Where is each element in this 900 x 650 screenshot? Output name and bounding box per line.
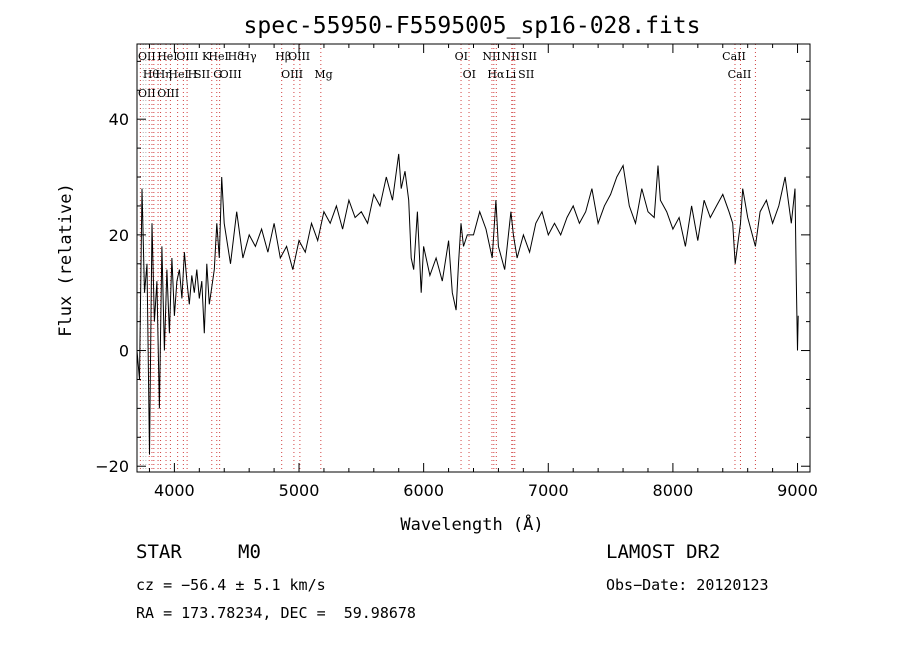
x-tick-label: 9000: [777, 481, 818, 500]
reference-line-label: OIII: [220, 68, 242, 81]
reference-line-label: NII: [502, 50, 520, 63]
reference-line-label: OIII: [288, 50, 310, 63]
x-tick-label: 5000: [279, 481, 320, 500]
reference-line-label: Hβ: [275, 50, 291, 63]
reference-line-label: Hδ: [228, 50, 245, 63]
reference-line-label: Hγ: [240, 50, 257, 63]
reference-lines: [139, 44, 756, 472]
reference-line-label: HeI: [157, 50, 177, 63]
reference-line-label: Hη: [156, 68, 172, 81]
reference-line-label: Mg: [314, 68, 332, 81]
reference-line-label: Li: [505, 68, 516, 81]
spectrum-line: [136, 153, 799, 455]
reference-line-label: K: [202, 50, 211, 63]
reference-line-label: CaII: [722, 50, 746, 63]
reference-line-label: Hα: [487, 68, 505, 81]
reference-line-label: SII: [521, 50, 537, 63]
reference-line-label: OIII: [176, 50, 198, 63]
reference-line-label: G: [213, 68, 222, 81]
reference-line-label: HeI: [168, 68, 188, 81]
object-class: STAR: [136, 541, 182, 563]
reference-line-label: HeI: [208, 50, 228, 63]
reference-line-label: H: [188, 68, 198, 81]
x-axis-title: Wavelength (Å): [400, 513, 543, 535]
plot-frame: [136, 43, 811, 473]
chart-title: spec-55950-F5595005_sp16-028.fits: [244, 13, 701, 39]
observation-date: Obs−Date: 20120123: [606, 576, 769, 594]
y-axis-ticks: −20 0 20 40: [95, 60, 810, 476]
y-tick-label: −20: [95, 457, 129, 476]
reference-line-label: SII: [194, 68, 210, 81]
x-axis-ticks: 4000 5000 6000 7000 8000 9000: [148, 44, 818, 500]
reference-line-label: OII: [138, 87, 156, 100]
x-tick-label: 6000: [403, 481, 444, 500]
reference-line-label: NII: [482, 50, 500, 63]
survey-name: LAMOST DR2: [606, 541, 721, 563]
x-tick-label: 4000: [154, 481, 195, 500]
reference-line-labels: OIIOIIHθOIIIHeIHηOIIIHeIKHHeISIIHδGHγOII…: [138, 50, 751, 100]
reference-line-label: OII: [138, 50, 156, 63]
reference-line-label: OI: [463, 68, 476, 81]
sky-coordinates: RA = 173.78234, DEC = 59.98678: [136, 604, 416, 622]
reference-line-label: SII: [518, 68, 534, 81]
x-tick-label: 8000: [653, 481, 694, 500]
spectral-subclass: M0: [238, 541, 261, 563]
y-tick-label: 40: [109, 110, 129, 129]
redshift-cz: cz = −56.4 ± 5.1 km/s: [136, 576, 326, 594]
reference-line-label: Hθ: [143, 68, 160, 81]
reference-line-label: OIII: [281, 68, 303, 81]
reference-line-label: CaII: [728, 68, 752, 81]
y-tick-label: 20: [109, 226, 129, 245]
reference-line-label: OIII: [157, 87, 179, 100]
y-axis-title: Flux (relative): [56, 183, 76, 337]
x-tick-label: 7000: [528, 481, 569, 500]
y-tick-label: 0: [119, 342, 129, 361]
reference-line-label: OI: [455, 50, 468, 63]
